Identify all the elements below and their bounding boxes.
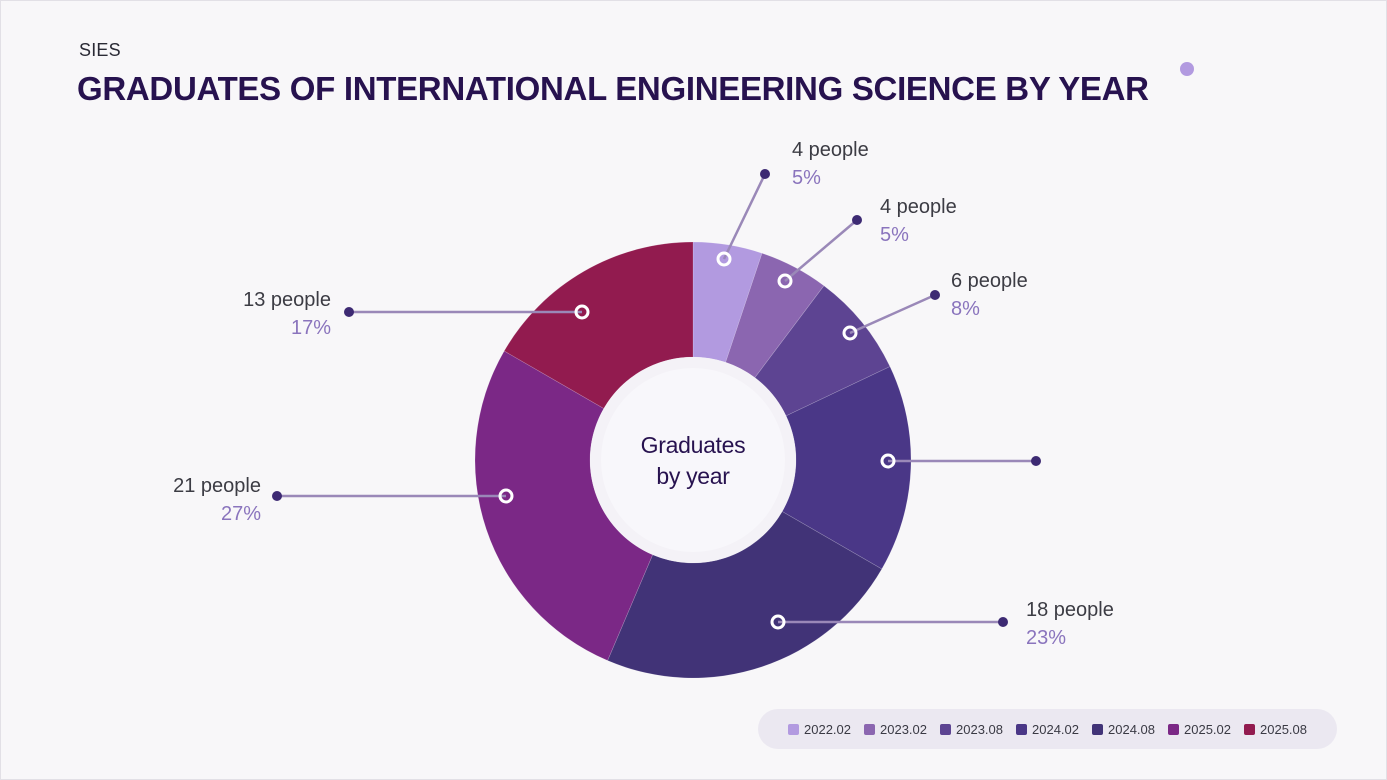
legend-label: 2025.02 — [1184, 721, 1231, 737]
brand-label: SIES — [79, 40, 121, 60]
legend-label: 2024.02 — [1032, 721, 1079, 737]
data-label-2022.02: 4 people 5% — [792, 136, 869, 192]
legend-label: 2024.08 — [1108, 721, 1155, 737]
label-percent: 5% — [880, 224, 909, 246]
legend-item: 2025.02 — [1168, 722, 1231, 737]
legend-label: 2022.02 — [804, 721, 851, 737]
legend-item: 2023.08 — [940, 722, 1003, 737]
page-title: GRADUATES OF INTERNATIONAL ENGINEERING S… — [77, 70, 1149, 107]
legend-swatch — [1016, 723, 1027, 735]
legend-swatch — [940, 723, 951, 735]
leader-line — [849, 293, 936, 335]
leader-end-dot — [344, 307, 354, 317]
legend-label: 2023.02 — [880, 721, 927, 737]
legend-swatch — [864, 723, 875, 735]
slices-group — [474, 241, 912, 679]
data-label-2024.08: 18 people 23% — [1026, 596, 1114, 652]
legend-swatch — [788, 723, 799, 735]
leader-lines-group — [272, 169, 1041, 630]
slice-marker-ring — [880, 453, 896, 469]
donut-hole-inner — [601, 368, 785, 552]
label-people-count: 4 people — [880, 196, 957, 218]
label-people-count: 18 people — [1026, 599, 1114, 621]
accent-dot-icon — [1180, 62, 1194, 76]
legend-item: 2024.08 — [1092, 722, 1155, 737]
leader-end-dot — [998, 617, 1008, 627]
label-percent: 5% — [792, 167, 821, 189]
legend-item: 2025.08 — [1244, 722, 1307, 737]
label-people-count: 13 people — [243, 289, 331, 311]
slice-marker-ring — [770, 614, 786, 630]
legend-item: 2024.02 — [1016, 722, 1079, 737]
leader-end-dot — [272, 491, 282, 501]
leader-end-dot — [930, 290, 940, 300]
slice-marker-ring — [777, 273, 793, 289]
legend-swatch — [1244, 723, 1255, 735]
legend-swatch — [1168, 723, 1179, 735]
label-people-count: 4 people — [792, 139, 869, 161]
slice-marker-ring — [574, 304, 590, 320]
legend-item: 2022.02 — [788, 722, 851, 737]
leader-line — [784, 219, 858, 282]
legend-item: 2023.02 — [864, 722, 927, 737]
legend: 2022.02 2023.02 2023.08 2024.02 2024.08 … — [758, 709, 1337, 749]
center-label-line2: by year — [656, 463, 730, 489]
data-label-2025.08: 13 people 17% — [243, 286, 331, 342]
slice-marker-ring — [716, 251, 732, 267]
legend-swatch — [1092, 723, 1103, 735]
data-label-2023.02: 4 people 5% — [880, 193, 957, 249]
center-label-line1: Graduates — [640, 432, 746, 458]
slice-marker-ring — [498, 488, 514, 504]
label-percent: 27% — [220, 503, 261, 525]
legend-label: 2025.08 — [1260, 721, 1307, 737]
legend-label: 2023.08 — [956, 721, 1003, 737]
label-percent: 23% — [1026, 627, 1067, 649]
leader-end-dot — [852, 215, 862, 225]
data-label-2023.08: 6 people 8% — [951, 267, 1028, 323]
leader-end-dot — [1031, 456, 1041, 466]
label-people-count: 6 people — [951, 270, 1028, 292]
leader-end-dot — [760, 169, 770, 179]
slice-marker-ring — [842, 325, 858, 341]
label-percent: 8% — [951, 298, 980, 320]
label-people-count: 21 people — [173, 475, 261, 497]
center-label: Graduates by year — [593, 430, 793, 492]
leader-line — [722, 173, 767, 260]
data-label-2025.02: 21 people 27% — [173, 472, 261, 528]
label-percent: 17% — [290, 317, 331, 339]
